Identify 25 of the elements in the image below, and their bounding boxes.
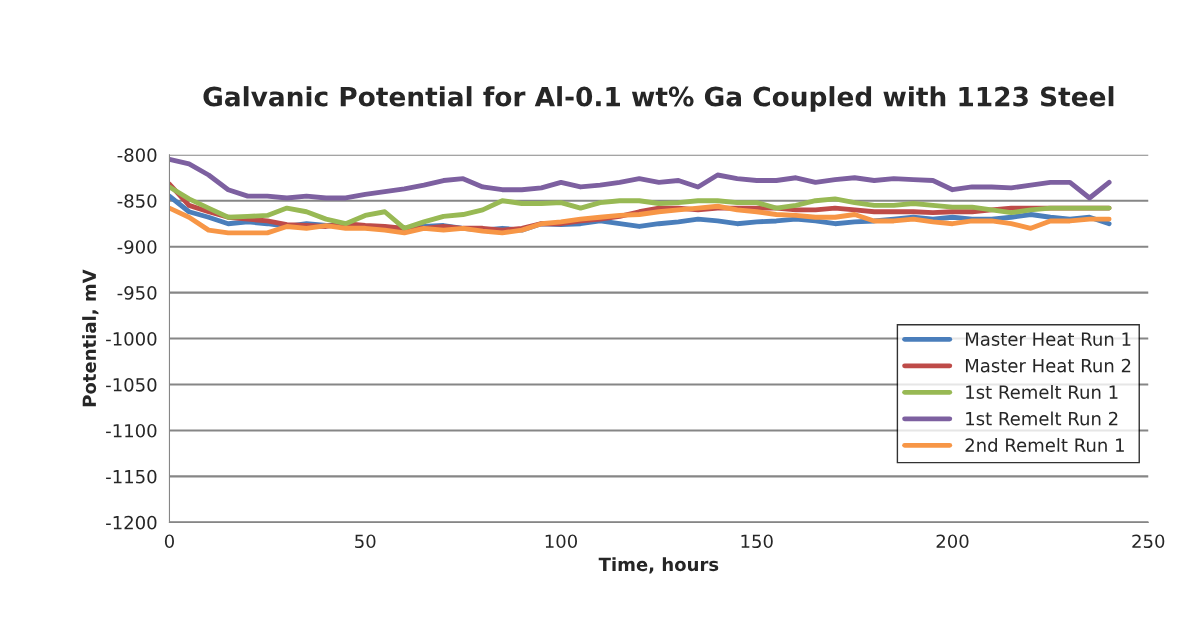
- y-tick-label: -850: [117, 194, 157, 208]
- y-axis-title: Potential, mV: [82, 269, 99, 407]
- x-axis-title: Time, hours: [598, 557, 719, 574]
- x-tick-label: 200: [936, 534, 969, 549]
- x-tick-label: 150: [741, 534, 773, 549]
- y-tick-label: -1150: [106, 469, 157, 484]
- y-tick-label: -950: [117, 286, 157, 300]
- legend-label: 2nd Remelt Run 1: [965, 437, 1124, 452]
- x-tick-label: 250: [1132, 534, 1165, 549]
- legend-label: 1st Remelt Run 2: [966, 411, 1118, 426]
- legend-label: Master Heat Run 1: [965, 332, 1131, 346]
- x-tick-label: 50: [355, 534, 376, 549]
- legend-label: 1st Remelt Run 1: [966, 384, 1118, 399]
- x-tick-label: 0: [164, 534, 174, 549]
- x-tick-label: 100: [545, 534, 578, 549]
- line-series: [169, 203, 1112, 236]
- chart-title: Galvanic Potential for Al-0.1 wt% Ga Coupled with 1123 Steel: [203, 86, 1114, 112]
- line-series: [169, 156, 1112, 201]
- legend-label: Master Heat Run 2: [965, 358, 1131, 373]
- y-tick-label: -1200: [106, 515, 157, 530]
- y-tick-label: -1000: [106, 332, 157, 346]
- y-tick-label: -900: [117, 240, 157, 254]
- y-tick-label: -1100: [106, 423, 157, 438]
- y-tick-label: -1050: [106, 377, 157, 392]
- y-tick-label: -800: [117, 148, 157, 162]
